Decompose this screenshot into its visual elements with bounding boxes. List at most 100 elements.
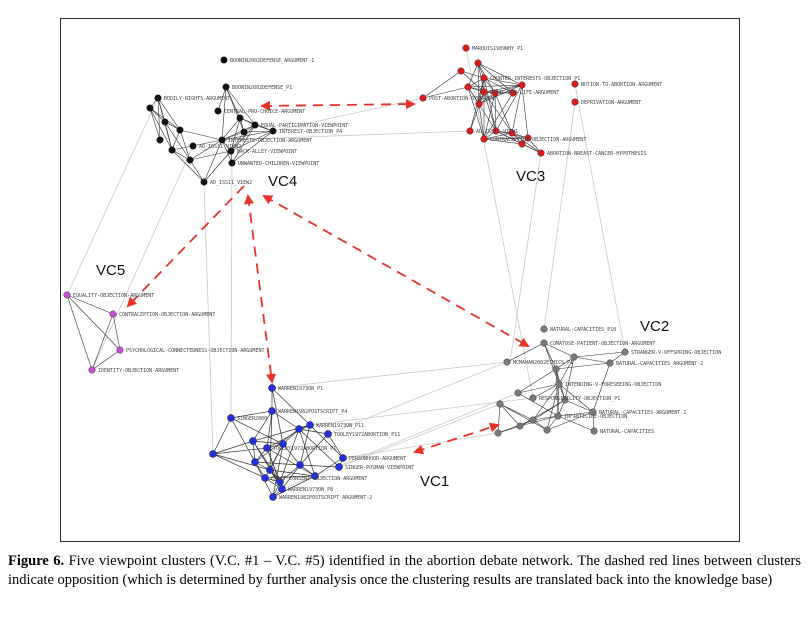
vc5-node-label: CONTRACEPTION-OBJECTION-ARGUMENT bbox=[119, 312, 215, 318]
vc2-node bbox=[589, 408, 597, 416]
cluster-edge bbox=[179, 129, 223, 141]
cluster-edge bbox=[221, 139, 233, 164]
vc5-node bbox=[88, 366, 96, 374]
cluster-edge bbox=[483, 92, 514, 140]
cluster-edge bbox=[279, 464, 301, 483]
vc4-node bbox=[154, 94, 162, 102]
vc2-node bbox=[496, 400, 504, 408]
cluster-edge bbox=[483, 77, 514, 94]
cluster-edge bbox=[483, 84, 523, 93]
vc3-node-label: ABORTION-BREAST-CANCER-HYPOTHESIS bbox=[547, 151, 646, 157]
cluster-edge bbox=[230, 131, 245, 152]
vc2-node bbox=[503, 358, 511, 366]
cluster-edge bbox=[467, 86, 497, 132]
vc2-node bbox=[543, 426, 551, 434]
cluster-edge bbox=[271, 387, 284, 445]
vc2-node bbox=[555, 380, 563, 388]
cluster-edge bbox=[231, 130, 274, 164]
opposition-edge bbox=[262, 195, 530, 347]
vc2-node-label: NATURAL-CAPACITIES bbox=[600, 429, 654, 435]
cluster-edge bbox=[483, 92, 496, 140]
cluster-edge bbox=[483, 138, 523, 145]
vc1-node bbox=[276, 478, 284, 486]
vc3-node-label: MARQUIS1989WHY_P1 bbox=[472, 46, 523, 52]
cluster-edge bbox=[230, 124, 256, 152]
cluster-edge bbox=[149, 107, 161, 141]
cluster-edge bbox=[478, 103, 485, 140]
vc2-node bbox=[554, 412, 562, 420]
inter-cluster-edge bbox=[203, 181, 214, 455]
caption-text: Five viewpoint clusters (V.C. #1 – V.C. … bbox=[8, 553, 801, 588]
vc4-node bbox=[161, 118, 169, 126]
vc3-node bbox=[571, 80, 579, 88]
vc3-node bbox=[480, 88, 488, 96]
vc4-node bbox=[228, 159, 236, 167]
vc3-node-label: DEPRIVATION-ARGUMENT bbox=[581, 100, 641, 106]
vc4-node-label: INTERESTS-OBJECTION-ARGUMENT bbox=[228, 138, 312, 144]
vc1-node-label: SINGER-POSMAN-VIEWPOINT bbox=[345, 465, 414, 471]
cluster-edge bbox=[189, 150, 232, 161]
opposition-edge bbox=[260, 99, 416, 111]
vc4-node bbox=[214, 107, 222, 115]
vc1-node-label: TOOLEY1972ABORTION_P11 bbox=[334, 432, 400, 438]
inter-cluster-edge bbox=[327, 361, 508, 435]
cluster-edge bbox=[91, 313, 114, 371]
vc2-node bbox=[540, 339, 548, 347]
vc2-node-label: INFANTICIDE-OBJECTION bbox=[564, 414, 627, 420]
vc4-node bbox=[251, 121, 259, 129]
vc3-node bbox=[508, 129, 516, 137]
cluster-edge bbox=[532, 383, 560, 399]
cluster-edge bbox=[467, 86, 485, 140]
cluster-edge bbox=[477, 62, 523, 86]
vc1-node bbox=[311, 472, 319, 480]
vc3-node-label: NOTION-TO-ABORTION-ARGUMENT bbox=[581, 82, 662, 88]
vc4-node bbox=[168, 146, 176, 154]
cluster-edge bbox=[506, 342, 545, 363]
cluster-edge bbox=[555, 368, 559, 417]
opposition-edge bbox=[126, 185, 245, 308]
vc3-node-label: BASIC-PRO-LIFE-ARGUMENT bbox=[490, 90, 559, 96]
vc4-node bbox=[176, 126, 184, 134]
cluster-edge bbox=[225, 86, 256, 126]
cluster-edge bbox=[511, 132, 542, 154]
cluster-edge bbox=[573, 351, 626, 358]
vc4-node-label: EQUAL-PARTICIPATION-VIEWPOINT bbox=[261, 123, 348, 129]
cluster-edge bbox=[592, 362, 611, 413]
cluster-edge bbox=[543, 342, 557, 370]
cluster-edge bbox=[212, 417, 232, 455]
vc4-node bbox=[218, 136, 226, 144]
vc3-node bbox=[464, 83, 472, 91]
vc1-node bbox=[269, 493, 277, 501]
cluster-edge bbox=[483, 91, 513, 134]
cluster-edge bbox=[179, 129, 191, 161]
cluster-label-vc5: VC5 bbox=[96, 262, 125, 279]
vc4-node bbox=[220, 56, 228, 64]
vc2-node-label: RESPONSIBILITY-OBJECTION_P1 bbox=[539, 396, 620, 402]
vc3-node bbox=[491, 89, 499, 97]
vc4-node bbox=[200, 178, 208, 186]
vc2-node bbox=[494, 429, 502, 437]
cluster-edge bbox=[327, 433, 344, 459]
cluster-edge bbox=[555, 362, 611, 370]
vc2-node-label: NATURAL-CAPACITIES_ARGUMENT-2 bbox=[616, 361, 703, 367]
cluster-label-vc2: VC2 bbox=[640, 318, 669, 335]
cluster-edge bbox=[230, 410, 273, 419]
vc4-node bbox=[156, 136, 164, 144]
vc3-node-label: CONTRACEPTION-OBJECTION-ARGUMENT bbox=[490, 137, 586, 143]
vc1-node-label: PERSONHOOD-ARGUMENT bbox=[349, 456, 406, 462]
cluster-edge bbox=[221, 131, 245, 141]
vc4-node bbox=[186, 156, 194, 164]
cluster-edge bbox=[149, 107, 173, 151]
cluster-edge bbox=[157, 97, 181, 131]
cluster-edge bbox=[264, 475, 316, 479]
vc4-node-label: AD_ISS11_VIEW2 bbox=[199, 144, 241, 150]
cluster-edge bbox=[221, 117, 241, 141]
vc2-node-label: STRANGER-V-OFFSPRING-OBJECTION bbox=[631, 350, 721, 356]
cluster-edge bbox=[230, 117, 241, 152]
vc2-node-label: COMATOSE-PATIENT-OBJECTION-ARGUMENT bbox=[550, 341, 655, 347]
vc1-node-label: TOOLEY1972ABORTION_P1 bbox=[273, 446, 336, 452]
cluster-edge bbox=[112, 313, 121, 351]
cluster-edge bbox=[231, 124, 256, 164]
cluster-edge bbox=[477, 62, 480, 105]
figure-caption: Figure 6. Five viewpoint clusters (V.C. … bbox=[8, 552, 801, 590]
